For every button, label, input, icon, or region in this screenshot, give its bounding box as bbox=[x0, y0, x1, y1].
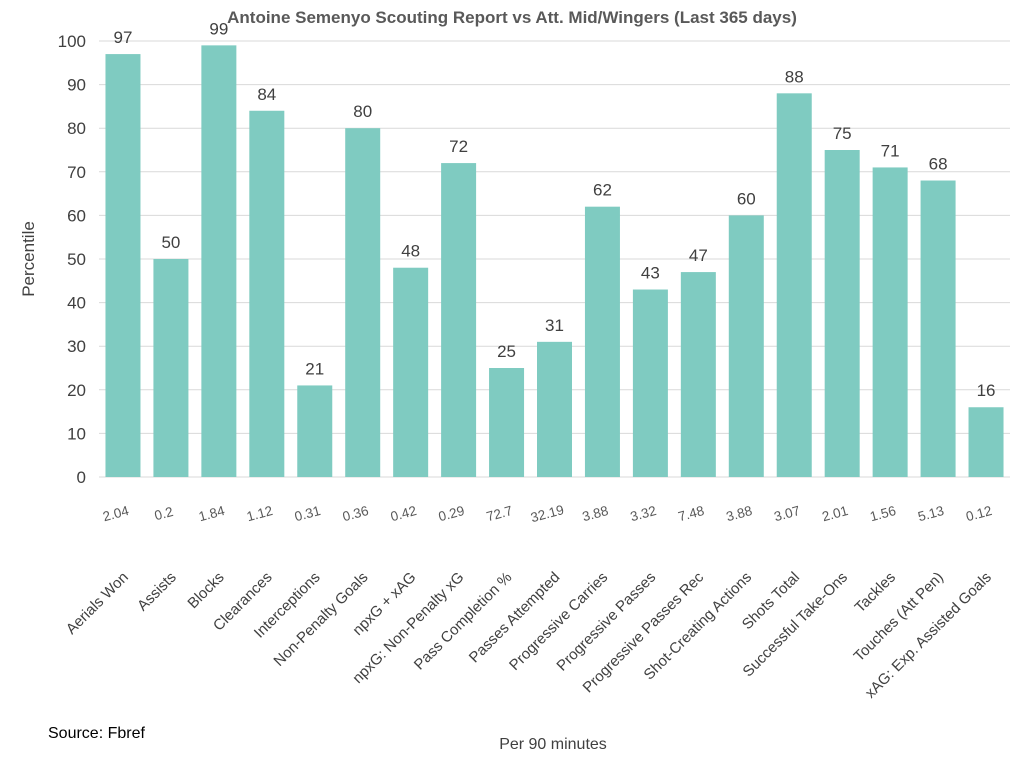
per90-label: 0.31 bbox=[293, 503, 322, 524]
category-label: Touches (Att Pen) bbox=[851, 569, 947, 665]
source-note: Source: Fbref bbox=[48, 725, 145, 742]
y-tick-label: 50 bbox=[67, 250, 86, 269]
category-label: Assists bbox=[134, 569, 180, 615]
per90-label: 0.36 bbox=[341, 503, 370, 524]
data-label: 71 bbox=[881, 141, 900, 160]
bars bbox=[105, 45, 1004, 478]
data-label: 88 bbox=[785, 67, 804, 86]
bar bbox=[680, 272, 716, 477]
per90-label: 0.29 bbox=[437, 503, 466, 524]
per90-label: 1.56 bbox=[868, 503, 897, 524]
per90-labels: 2.04 0.2 1.84 1.12 0.31 0.36 0.42 0.29 72.7 32.19… bbox=[101, 502, 993, 525]
data-label: 47 bbox=[689, 246, 708, 265]
per90-label: 1.12 bbox=[245, 503, 274, 524]
per90-label: 2.01 bbox=[820, 503, 849, 524]
y-tick-label: 90 bbox=[67, 76, 86, 95]
bar bbox=[584, 206, 620, 477]
per90-label: 72.7 bbox=[485, 503, 514, 524]
category-label: Passes Attempted bbox=[466, 569, 564, 667]
data-label: 16 bbox=[977, 381, 996, 400]
data-label: 99 bbox=[209, 19, 228, 38]
y-tick-label: 60 bbox=[67, 206, 86, 225]
y-tick-label: 40 bbox=[67, 294, 86, 313]
bar bbox=[920, 180, 956, 477]
per90-label: 3.07 bbox=[772, 503, 801, 524]
bar bbox=[105, 54, 141, 478]
bar bbox=[632, 289, 668, 477]
bar bbox=[249, 110, 285, 477]
data-labels: 97 50 99 84 21 80 48 72 25 31 62 43 47 60 88 75 71 68 16 bbox=[114, 19, 996, 400]
y-tick-label: 0 bbox=[77, 468, 86, 487]
y-axis-label: Percentile bbox=[19, 221, 38, 297]
chart-title: Antoine Semenyo Scouting Report vs Att. … bbox=[227, 8, 797, 27]
category-label: Blocks bbox=[184, 569, 227, 612]
category-label: Aerials Won bbox=[63, 569, 132, 638]
bar bbox=[776, 93, 812, 477]
data-label: 43 bbox=[641, 264, 660, 283]
data-label: 31 bbox=[545, 316, 564, 335]
data-label: 72 bbox=[449, 137, 468, 156]
bar bbox=[872, 167, 908, 477]
y-tick-label: 70 bbox=[67, 163, 86, 182]
y-tick-label: 80 bbox=[67, 119, 86, 138]
bar bbox=[728, 215, 764, 477]
per90-label: 0.12 bbox=[964, 503, 993, 524]
bar bbox=[297, 385, 333, 477]
bar bbox=[968, 407, 1004, 477]
data-label: 68 bbox=[929, 155, 948, 174]
per90-label: 5.13 bbox=[916, 503, 945, 524]
data-label: 75 bbox=[833, 124, 852, 143]
bar bbox=[393, 267, 429, 477]
per90-label: 2.04 bbox=[101, 503, 131, 524]
per90-label: 3.88 bbox=[724, 503, 753, 524]
bar bbox=[345, 128, 381, 477]
data-label: 48 bbox=[401, 242, 420, 261]
per90-label: 3.88 bbox=[581, 503, 610, 524]
bar bbox=[153, 259, 189, 477]
per90-label: 3.32 bbox=[629, 503, 658, 524]
y-tick-labels: 0 10 20 30 40 50 60 70 80 90 100 bbox=[58, 32, 86, 487]
data-label: 60 bbox=[737, 189, 756, 208]
bar bbox=[824, 150, 860, 477]
y-tick-label: 20 bbox=[67, 381, 86, 400]
per90-label: 7.48 bbox=[677, 503, 706, 524]
per90-label: 32.19 bbox=[529, 502, 566, 525]
per90-label: 0.2 bbox=[153, 504, 175, 523]
bar bbox=[201, 45, 237, 478]
category-labels: Aerials Won Assists BlocksClearancesInterc… bbox=[63, 568, 995, 701]
per90-label: 0.42 bbox=[389, 503, 418, 524]
y-tick-label: 30 bbox=[67, 337, 86, 356]
bar bbox=[441, 163, 477, 477]
data-label: 97 bbox=[114, 28, 133, 47]
category-label: Tackles bbox=[852, 569, 899, 616]
bar bbox=[489, 368, 525, 477]
data-label: 62 bbox=[593, 181, 612, 200]
data-label: 50 bbox=[161, 233, 180, 252]
data-label: 21 bbox=[305, 359, 324, 378]
y-tick-label: 100 bbox=[58, 32, 86, 51]
bar bbox=[537, 341, 572, 477]
per90-label: 1.84 bbox=[197, 503, 227, 524]
y-tick-label: 10 bbox=[67, 424, 86, 443]
data-label: 80 bbox=[353, 102, 372, 121]
data-label: 25 bbox=[497, 342, 516, 361]
data-label: 84 bbox=[257, 85, 276, 104]
x-axis-label: Per 90 minutes bbox=[499, 736, 607, 753]
